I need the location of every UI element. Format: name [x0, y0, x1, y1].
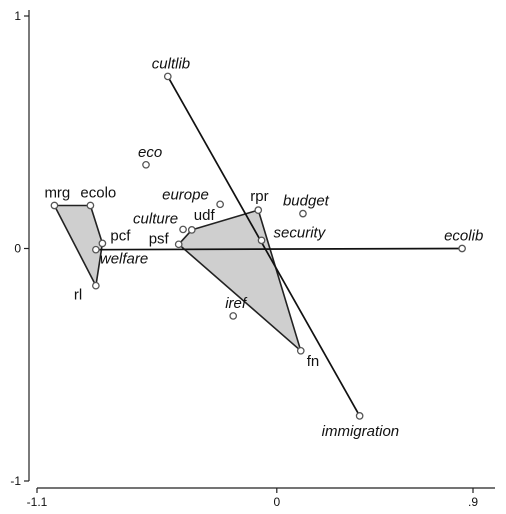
label-ecolib: ecolib	[444, 228, 483, 245]
label-immigration: immigration	[322, 423, 400, 440]
label-budget: budget	[283, 193, 330, 210]
label-eco: eco	[138, 144, 162, 161]
label-pcf: pcf	[110, 227, 131, 244]
vector-layer	[95, 76, 463, 417]
point-udf	[187, 226, 196, 234]
vector-endpoint	[458, 244, 466, 253]
vector-endpoint	[163, 72, 172, 81]
point-mrg	[50, 201, 59, 210]
point-ecolo	[86, 201, 95, 210]
label-europe: europe	[162, 186, 209, 203]
label-udf: udf	[194, 207, 216, 224]
vector-endpoint	[355, 412, 364, 420]
y-tick-label: -1	[10, 474, 21, 488]
hull-layer	[53, 204, 302, 352]
point-rl	[92, 281, 100, 290]
label-layer: mrg ecolo pcf rl psf udf rpr fn eco europe culture…	[44, 55, 483, 439]
y-tick-label: 0	[14, 242, 21, 256]
y-tick-label: 1	[14, 9, 21, 23]
hull-1	[53, 204, 104, 287]
x-tick-label: -1.1	[27, 495, 48, 509]
label-cultlib: cultlib	[152, 55, 190, 72]
point-europe	[216, 200, 224, 209]
label-psf: psf	[149, 230, 170, 247]
point-rpr	[254, 206, 263, 214]
label-security: security	[274, 224, 327, 241]
point-culture	[179, 225, 187, 234]
x-tick-label: .9	[468, 495, 478, 509]
axes: -1 0 1 -1.1 0 .9	[10, 9, 495, 509]
label-culture: culture	[133, 210, 178, 227]
label-rpr: rpr	[250, 188, 268, 205]
point-fn	[296, 346, 305, 355]
point-psf	[174, 240, 183, 249]
label-iref: iref	[225, 295, 248, 312]
vector-line	[167, 76, 361, 417]
point-iref	[229, 312, 238, 320]
point-eco	[142, 160, 150, 169]
point-security	[257, 236, 266, 245]
point-pcf	[98, 239, 107, 248]
x-tick-label: 0	[273, 495, 280, 509]
point-budget	[299, 209, 307, 218]
point-layer	[50, 72, 466, 420]
label-ecolo: ecolo	[80, 184, 116, 201]
label-welfare: welfare	[100, 251, 148, 268]
vector-endpoint	[92, 245, 100, 254]
label-fn: fn	[307, 353, 320, 370]
vector-line	[95, 247, 463, 251]
label-rl: rl	[74, 287, 82, 304]
label-mrg: mrg	[44, 184, 70, 201]
